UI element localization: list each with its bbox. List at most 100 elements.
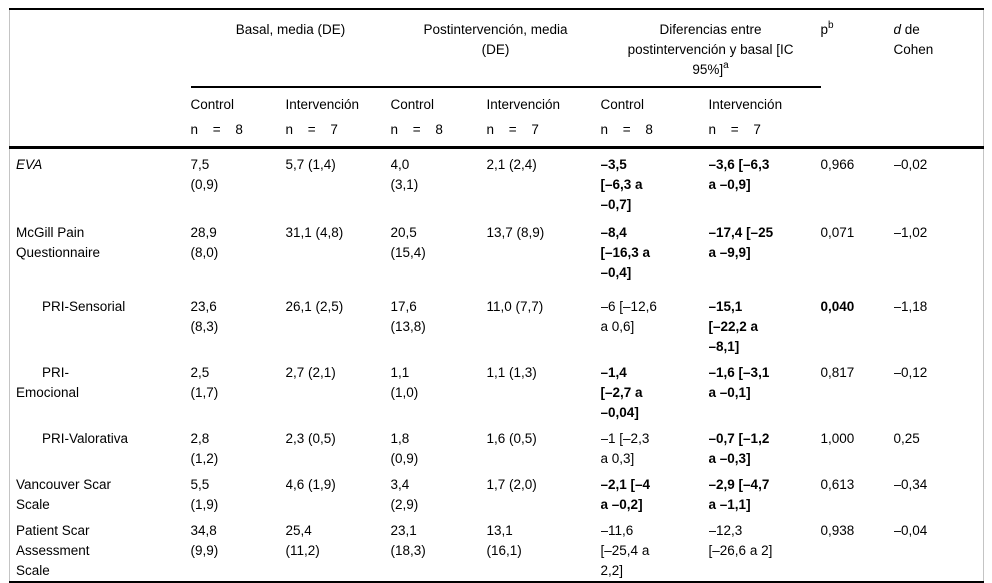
table-row-pri-valorativa: PRI-Valorativa 2,8 (1,2) 2,3 (0,5) 1,8 (… — [10, 423, 984, 469]
cell-cohen-d: 0,25 — [893, 431, 920, 446]
cell-post-control: 20,5 (15,4) — [390, 225, 426, 260]
sample-size: n = 8 — [600, 122, 653, 137]
table-row-eva: EVA 7,5 (0,9) 5,7 (1,4) 4,0 (3,1) 2,1 (2… — [10, 147, 984, 217]
table-row-pri-emocional: PRI- Emocional 2,5 (1,7) 2,7 (2,1) 1,1 (… — [10, 357, 984, 423]
p-header-label: p — [820, 22, 829, 37]
cell-p-value: 0,817 — [820, 365, 855, 380]
cell-post-control: 17,6 (13,8) — [390, 299, 426, 334]
cell-post-intervencion: 13,1 (16,1) — [486, 523, 522, 558]
cell-diff-intervencion: –0,7 [–1,2 a –0,3] — [708, 431, 770, 466]
group-header-row: Basal, media (DE) Postintervención, medi… — [9, 9, 984, 149]
sample-size: n = 8 — [190, 122, 243, 137]
cell-post-control: 1,8 (0,9) — [390, 431, 419, 466]
subheader-label: Intervención — [486, 97, 561, 112]
subheader-label: Control — [190, 97, 235, 112]
sample-size: n = 7 — [285, 122, 338, 137]
cell-basal-control: 23,6 (8,3) — [190, 299, 219, 334]
cell-basal-control: 2,5 (1,7) — [190, 365, 219, 400]
cell-post-control: 1,1 (1,0) — [390, 365, 419, 400]
subheader-row: Control n = 8 Intervención n = 7 Control n … — [10, 87, 984, 149]
sample-size: n = 7 — [708, 122, 761, 137]
cell-basal-control: 2,8 (1,2) — [190, 431, 219, 466]
cell-diff-intervencion: –12,3 [–26,6 a 2] — [708, 523, 773, 558]
d-header-italic: d — [893, 22, 902, 37]
row-label: PRI-Sensorial — [42, 299, 126, 314]
cell-basal-control: 5,5 (1,9) — [190, 477, 219, 512]
cell-basal-intervencion: 5,7 (1,4) — [285, 156, 336, 172]
cell-diff-intervencion: –15,1 [–22,2 a –8,1] — [708, 299, 759, 354]
cell-post-control: 3,4 (2,9) — [390, 477, 419, 512]
cell-post-intervencion: 2,1 (2,4) — [486, 156, 537, 172]
cell-post-intervencion: 1,1 (1,3) — [486, 365, 537, 380]
cell-basal-intervencion: 25,4 (11,2) — [285, 523, 320, 558]
cell-basal-control: 28,9 (8,0) — [190, 225, 219, 260]
row-label: PRI- Emocional — [16, 365, 80, 400]
table-row-mcgill: McGill Pain Questionnaire 28,9 (8,0) 31,… — [10, 217, 984, 291]
cell-post-intervencion: 11,0 (7,7) — [486, 299, 544, 314]
cell-p-value: 0,040 — [820, 299, 855, 314]
row-label: Patient Scar Assessment Scale — [16, 523, 90, 578]
cell-diff-control: –8,4 [–16,3 a –0,4] — [600, 225, 651, 280]
column-header-d-cohen: d de Cohen — [893, 9, 984, 149]
group-header-basal-label: Basal, media (DE) — [235, 22, 346, 37]
cell-basal-intervencion: 4,6 (1,9) — [285, 477, 336, 492]
cell-cohen-d: –0,02 — [893, 156, 928, 172]
row-label: PRI-Valorativa — [42, 431, 129, 446]
cell-post-control: 23,1 (18,3) — [390, 523, 426, 558]
column-header-p: pb — [820, 9, 894, 149]
cell-diff-control: –2,1 [–4 a –0,2] — [600, 477, 651, 512]
subheader-diff-control: Control n = 8 — [600, 87, 709, 149]
cell-diff-intervencion: –2,9 [–4,7 a –1,1] — [708, 477, 770, 512]
group-header-post-label: Postintervención, media (DE) — [423, 22, 568, 57]
cell-basal-control: 7,5 (0,9) — [190, 156, 219, 192]
cell-cohen-d: –0,34 — [893, 477, 928, 492]
cell-diff-control: –1,4 [–2,7 a –0,04] — [600, 365, 643, 420]
subheader-label: Control — [390, 97, 435, 112]
group-header-basal: Basal, media (DE) — [190, 9, 391, 88]
cell-post-intervencion: 1,7 (2,0) — [486, 477, 537, 492]
sample-size: n = 7 — [486, 122, 539, 137]
subheader-label: Intervención — [708, 97, 783, 112]
cell-basal-intervencion: 31,1 (4,8) — [285, 225, 344, 240]
cell-p-value: 0,966 — [820, 156, 855, 172]
cell-diff-control: –3,5 [–6,3 a –0,7] — [600, 156, 643, 212]
footnote-marker-b: b — [828, 20, 834, 31]
cell-cohen-d: –1,02 — [893, 225, 928, 240]
subheader-label: Control — [600, 97, 645, 112]
footnote-marker-a: a — [723, 60, 729, 71]
subheader-post-control: Control n = 8 — [390, 87, 487, 149]
results-table: Basal, media (DE) Postintervención, medi… — [9, 8, 985, 583]
cell-p-value: 1,000 — [820, 431, 855, 446]
cell-post-intervencion: 1,6 (0,5) — [486, 431, 537, 446]
cell-basal-intervencion: 2,3 (0,5) — [285, 431, 336, 446]
subheader-post-intervencion: Intervención n = 7 — [486, 87, 601, 149]
subheader-basal-control: Control n = 8 — [190, 87, 286, 149]
cell-diff-control: –1 [–2,3 a 0,3] — [600, 431, 650, 466]
cell-basal-control: 34,8 (9,9) — [190, 523, 219, 558]
cell-diff-intervencion: –17,4 [–25 a –9,9] — [708, 225, 774, 260]
cell-diff-intervencion: –3,6 [–6,3 a –0,9] — [708, 156, 770, 192]
cell-basal-intervencion: 2,7 (2,1) — [285, 365, 336, 380]
d-header-rest: de Cohen — [893, 22, 934, 57]
corner-cell — [9, 9, 191, 149]
row-label: McGill Pain Questionnaire — [16, 225, 101, 260]
subheader-label: Intervención — [285, 97, 360, 112]
row-label: EVA — [16, 156, 43, 172]
cell-basal-intervencion: 26,1 (2,5) — [285, 299, 344, 314]
cell-p-value: 0,071 — [820, 225, 855, 240]
cell-cohen-d: –0,12 — [893, 365, 928, 380]
table-row-vancouver: Vancouver Scar Scale 5,5 (1,9) 4,6 (1,9)… — [10, 469, 984, 515]
group-header-postintervencion: Postintervención, media (DE) — [390, 9, 601, 88]
table-row-pri-sensorial: PRI-Sensorial 23,6 (8,3) 26,1 (2,5) 17,6… — [10, 291, 984, 357]
results-table-container: Basal, media (DE) Postintervención, medi… — [9, 8, 985, 583]
group-header-diferencias: Diferencias entre postintervención y bas… — [600, 9, 821, 88]
cell-diff-control: –6 [–12,6 a 0,6] — [600, 299, 657, 334]
row-label: Vancouver Scar Scale — [16, 477, 112, 512]
cell-cohen-d: –0,04 — [893, 523, 928, 538]
cell-p-value: 0,938 — [820, 523, 855, 538]
table-row-patient-scar: Patient Scar Assessment Scale 34,8 (9,9)… — [10, 515, 984, 582]
subheader-basal-intervencion: Intervención n = 7 — [285, 87, 391, 149]
cell-diff-control: –11,6 [–25,4 a 2,2] — [600, 523, 650, 578]
subheader-diff-intervencion: Intervención n = 7 — [708, 87, 821, 149]
cell-post-intervencion: 13,7 (8,9) — [486, 225, 545, 240]
